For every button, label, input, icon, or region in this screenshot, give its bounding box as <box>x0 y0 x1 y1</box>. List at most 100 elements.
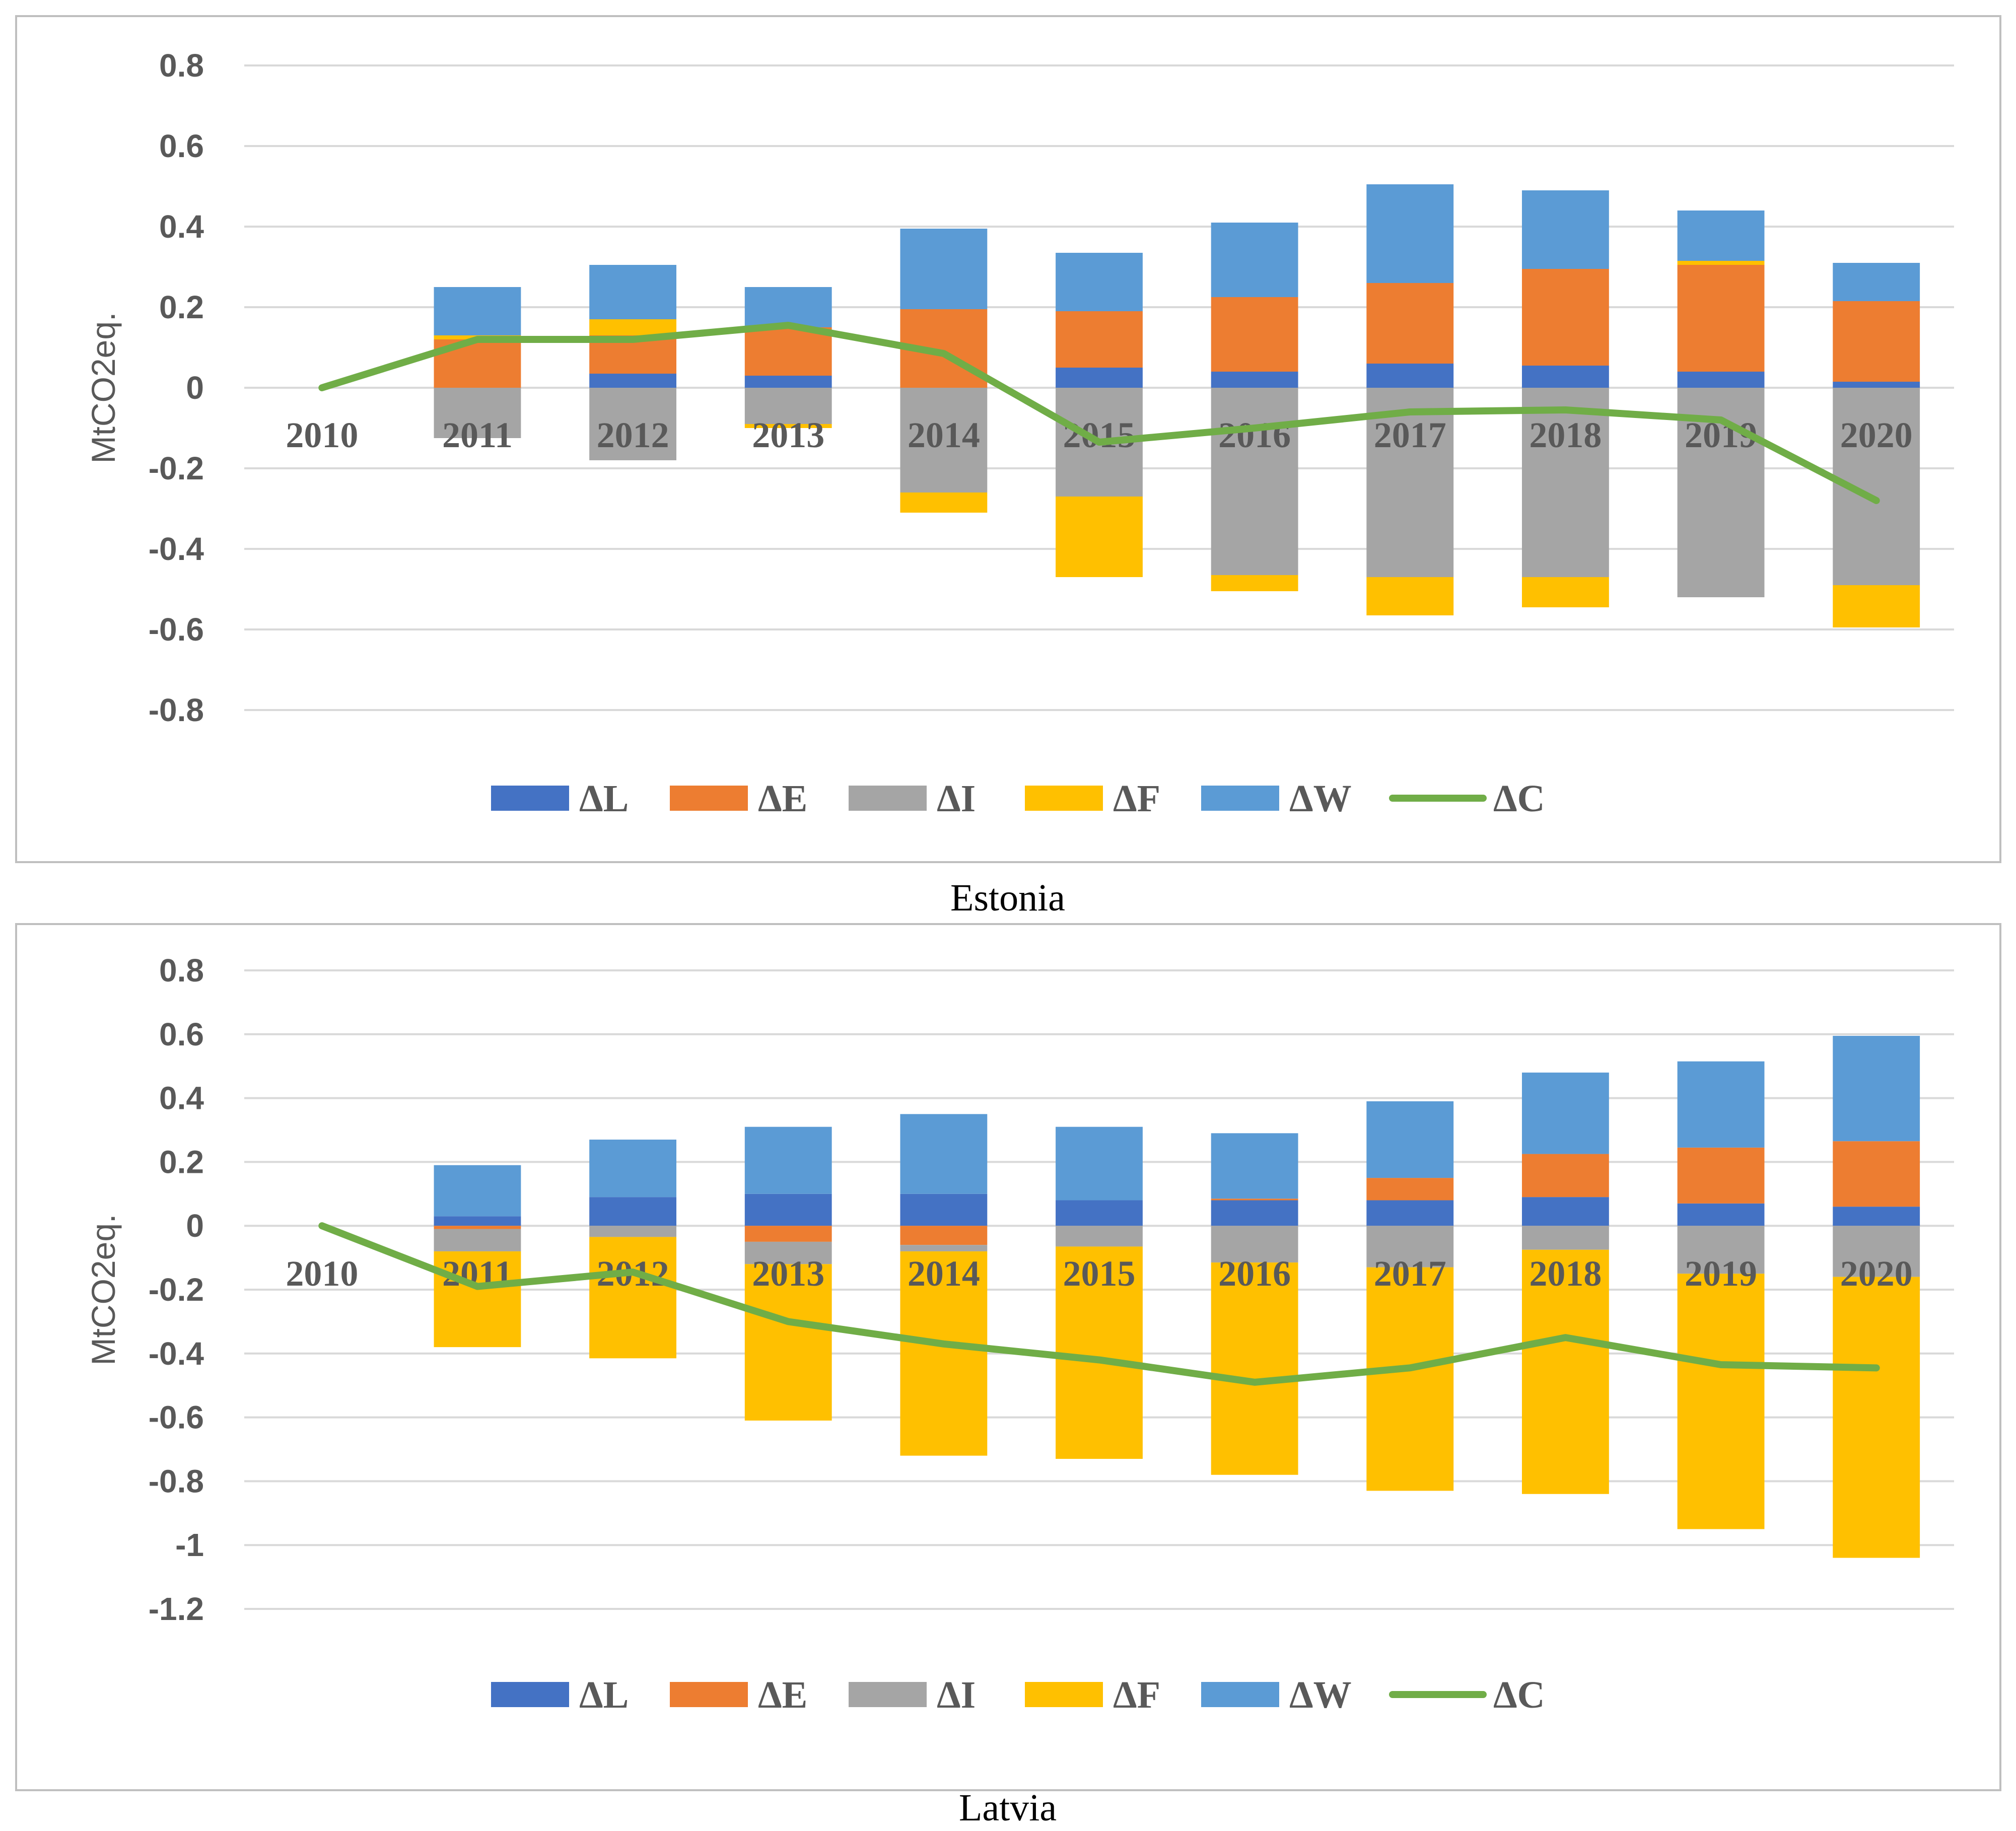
estonia-bar-delta-L-2015 <box>1056 368 1143 388</box>
latvia-x-tick-label: 2015 <box>1063 1253 1136 1294</box>
latvia-legend-swatch-delta-I <box>849 1682 927 1707</box>
latvia-y-tick-label: 0.4 <box>159 1080 204 1116</box>
latvia-legend-label-delta-L: ΔL <box>579 1674 629 1716</box>
estonia-x-tick-label: 2010 <box>286 415 358 455</box>
latvia-bar-delta-F-2012 <box>589 1237 677 1359</box>
latvia-x-tick-label: 2013 <box>752 1253 824 1294</box>
latvia-bar-delta-L-2017 <box>1366 1200 1454 1226</box>
estonia-bar-delta-W-2012 <box>589 265 677 319</box>
latvia-bar-delta-I-2015 <box>1056 1226 1143 1247</box>
latvia-y-tick-label: 0.2 <box>159 1144 204 1180</box>
latvia-bar-delta-E-2017 <box>1366 1178 1454 1201</box>
estonia-bar-delta-F-2018 <box>1521 577 1609 607</box>
estonia-bar-delta-I-2016 <box>1211 388 1298 575</box>
latvia-bar-delta-F-2016 <box>1211 1262 1298 1475</box>
estonia-bar-delta-F-2013 <box>744 424 832 428</box>
estonia-y-tick-label: 0.2 <box>159 289 204 325</box>
estonia-bar-delta-L-2012 <box>589 374 677 388</box>
estonia-bar-delta-I-2018 <box>1521 388 1609 577</box>
estonia-bar-delta-W-2020 <box>1833 263 1920 301</box>
estonia-legend-label-delta-W: ΔW <box>1289 778 1352 820</box>
estonia-bar-delta-E-2020 <box>1833 301 1920 382</box>
latvia-legend-swatch-delta-F <box>1025 1682 1103 1707</box>
estonia-bar-delta-W-2018 <box>1521 190 1609 269</box>
estonia-y-tick-label: -0.4 <box>149 531 204 567</box>
latvia-x-tick-label: 2014 <box>908 1253 980 1294</box>
estonia-bar-delta-E-2017 <box>1366 283 1454 364</box>
latvia-bar-delta-W-2020 <box>1833 1035 1920 1142</box>
latvia-bar-delta-I-2014 <box>900 1245 988 1251</box>
estonia-y-tick-label: 0 <box>186 370 204 406</box>
estonia-bar-delta-F-2012 <box>589 319 677 335</box>
latvia-bar-delta-L-2014 <box>900 1193 988 1226</box>
estonia-legend-label-delta-I: ΔI <box>937 778 976 820</box>
latvia-bar-delta-W-2013 <box>744 1126 832 1194</box>
latvia-bar-delta-F-2019 <box>1677 1274 1765 1529</box>
latvia-bar-delta-I-2017 <box>1366 1226 1454 1267</box>
latvia-bar-delta-L-2013 <box>744 1193 832 1226</box>
estonia-x-tick-label: 2016 <box>1218 415 1291 455</box>
latvia-bar-delta-L-2011 <box>434 1216 521 1226</box>
estonia-bar-delta-I-2011 <box>434 388 521 438</box>
latvia-x-tick-label: 2018 <box>1529 1253 1602 1294</box>
estonia-bar-delta-I-2012 <box>589 388 677 460</box>
latvia-bar-delta-I-2013 <box>744 1241 832 1264</box>
estonia-bar-delta-F-2020 <box>1833 585 1920 627</box>
estonia-bar-delta-F-2014 <box>900 492 988 513</box>
estonia-legend-label-delta-L: ΔL <box>579 778 629 820</box>
estonia-bar-delta-L-2017 <box>1366 364 1454 388</box>
latvia-legend-label-delta-I: ΔI <box>937 1674 976 1716</box>
estonia-bar-delta-E-2016 <box>1211 297 1298 372</box>
estonia-bar-delta-I-2017 <box>1366 388 1454 577</box>
estonia-legend-swatch-delta-W <box>1201 786 1279 811</box>
estonia-bar-delta-E-2018 <box>1521 269 1609 366</box>
estonia-y-axis-title: MtCO2eq. <box>85 312 122 464</box>
latvia-bar-delta-L-2018 <box>1521 1197 1609 1226</box>
latvia-bar-delta-W-2018 <box>1521 1072 1609 1154</box>
latvia-bar-delta-E-2016 <box>1211 1199 1298 1201</box>
estonia-x-tick-label: 2018 <box>1529 415 1602 455</box>
estonia-legend-label-delta-F: ΔF <box>1113 778 1160 820</box>
latvia-legend-swatch-delta-E <box>670 1682 748 1707</box>
estonia-bar-delta-W-2014 <box>900 229 988 309</box>
latvia-x-tick-label: 2019 <box>1685 1253 1757 1294</box>
estonia-legend-label-delta-E: ΔE <box>758 778 807 820</box>
estonia-x-tick-label: 2012 <box>597 415 669 455</box>
estonia-bar-delta-L-2019 <box>1677 372 1765 388</box>
estonia-caption: Estonia <box>950 877 1065 919</box>
latvia-bar-delta-I-2011 <box>434 1229 521 1251</box>
latvia-bar-delta-I-2019 <box>1677 1226 1765 1274</box>
estonia-bar-delta-W-2011 <box>434 287 521 335</box>
latvia-y-tick-label: 0.6 <box>159 1016 204 1052</box>
latvia-x-tick-label: 2016 <box>1218 1253 1291 1294</box>
latvia-y-tick-label: -0.2 <box>149 1272 204 1308</box>
estonia-y-tick-label: 0.8 <box>159 47 204 84</box>
estonia-x-tick-label: 2014 <box>908 415 980 455</box>
latvia-bar-delta-F-2011 <box>434 1251 521 1348</box>
estonia-y-tick-label: 0.4 <box>159 208 204 245</box>
latvia-bar-delta-F-2013 <box>744 1264 832 1421</box>
estonia-legend-swatch-delta-E <box>670 786 748 811</box>
latvia-bar-delta-W-2019 <box>1677 1061 1765 1148</box>
latvia-bar-delta-W-2012 <box>589 1140 677 1198</box>
estonia-x-tick-label: 2011 <box>442 415 513 455</box>
latvia-bar-delta-F-2014 <box>900 1251 988 1456</box>
latvia-bar-delta-F-2020 <box>1833 1277 1920 1558</box>
estonia-legend-swatch-delta-L <box>491 786 569 811</box>
estonia-y-tick-label: -0.8 <box>149 692 204 728</box>
estonia-bar-delta-F-2016 <box>1211 575 1298 591</box>
latvia-bar-delta-L-2015 <box>1056 1200 1143 1226</box>
estonia-bar-delta-F-2015 <box>1056 497 1143 577</box>
estonia-bar-delta-L-2020 <box>1833 382 1920 388</box>
estonia-bar-delta-W-2013 <box>744 287 832 327</box>
latvia-legend-label-delta-F: ΔF <box>1113 1674 1160 1716</box>
latvia-bar-delta-I-2018 <box>1521 1226 1609 1250</box>
latvia-y-tick-label: 0.8 <box>159 952 204 989</box>
latvia-bar-delta-L-2019 <box>1677 1203 1765 1226</box>
estonia-bar-delta-L-2018 <box>1521 366 1609 388</box>
latvia-y-tick-label: -0.6 <box>149 1399 204 1436</box>
latvia-x-tick-label: 2010 <box>286 1253 358 1294</box>
latvia-legend-label-delta-C: ΔC <box>1493 1674 1545 1716</box>
latvia-x-tick-label: 2020 <box>1840 1253 1913 1294</box>
